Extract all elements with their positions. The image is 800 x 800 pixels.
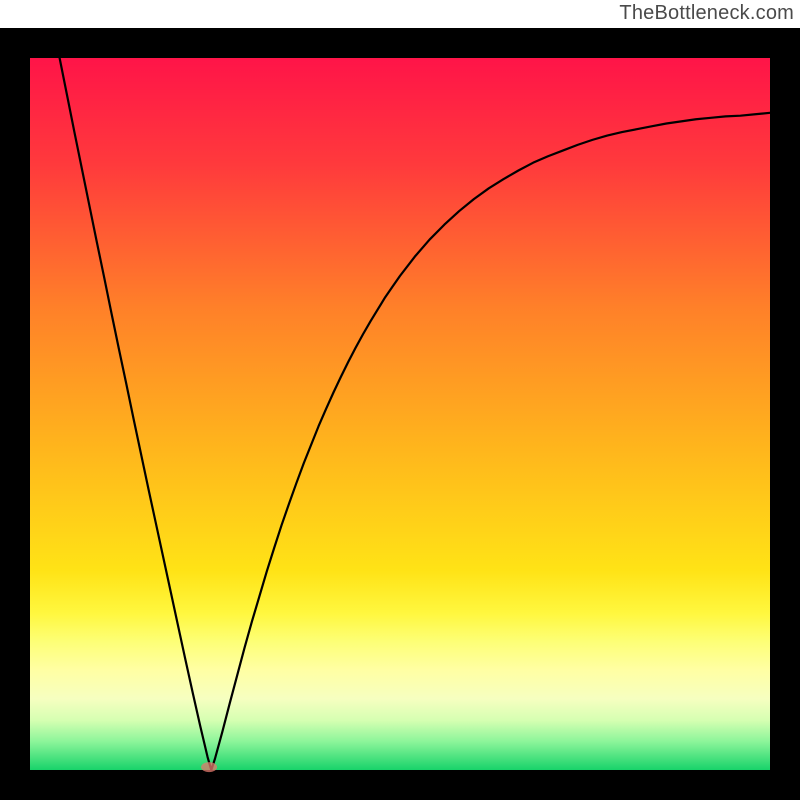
minimum-marker — [201, 762, 217, 772]
chart-svg — [0, 28, 800, 800]
gradient-background — [30, 58, 770, 770]
watermark-text: TheBottleneck.com — [619, 2, 794, 25]
